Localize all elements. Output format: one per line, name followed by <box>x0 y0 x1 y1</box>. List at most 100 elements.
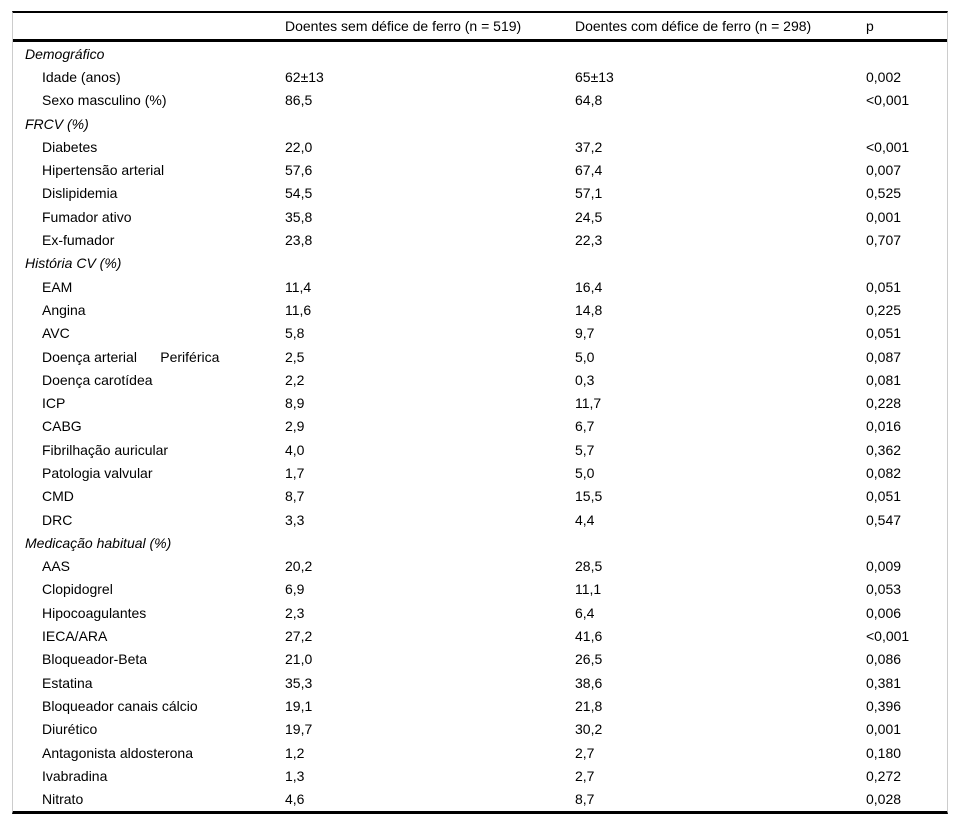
value-with-iron-deficiency: 4,4 <box>575 511 595 528</box>
table-row: Fumador ativo 35,8 24,5 0,001 <box>13 205 947 228</box>
row-label: Diabetes <box>42 138 98 155</box>
value-with-iron-deficiency: 41,6 <box>575 628 603 645</box>
table-row: Hipertensão arterial 57,6 67,4 0,007 <box>13 158 947 181</box>
p-value: 0,707 <box>866 232 902 249</box>
table-row: FRCV (%) <box>13 112 947 135</box>
row-label: AVC <box>42 325 70 342</box>
p-value: 0,051 <box>866 278 902 295</box>
row-label: Demográfico <box>25 45 105 62</box>
p-value: 0,381 <box>866 674 902 691</box>
value-with-iron-deficiency: 11,7 <box>575 395 602 412</box>
value-no-iron-deficiency: 23,8 <box>285 232 313 249</box>
p-value: 0,001 <box>866 208 902 225</box>
table-row: ICP 8,9 11,7 0,228 <box>13 391 947 414</box>
table-row: Ivabradina 1,3 2,7 0,272 <box>13 764 947 787</box>
table-row: EAM 11,4 16,4 0,051 <box>13 275 947 298</box>
row-label: ICP <box>42 395 66 412</box>
p-value: 0,362 <box>866 441 902 458</box>
value-no-iron-deficiency: 86,5 <box>285 92 313 109</box>
table-row: CMD 8,7 15,5 0,051 <box>13 485 947 508</box>
p-value: 0,081 <box>866 371 902 388</box>
row-label: Fibrilhação auricular <box>42 441 169 458</box>
row-label: Diurético <box>42 721 98 738</box>
value-with-iron-deficiency: 21,8 <box>575 697 603 714</box>
p-value: 0,016 <box>866 418 902 435</box>
header-col-p-value: p <box>866 18 874 34</box>
p-value: 0,051 <box>866 325 902 342</box>
p-value: 0,180 <box>866 744 902 761</box>
p-value: 0,087 <box>866 348 902 365</box>
table-row: Sexo masculino (%) 86,5 64,8 <0,001 <box>13 89 947 112</box>
row-label: AAS <box>42 558 71 575</box>
table-row: Diurético 19,7 30,2 0,001 <box>13 718 947 741</box>
value-no-iron-deficiency: 2,3 <box>285 604 305 621</box>
table-row: Fibrilhação auricular 4,0 5,7 0,362 <box>13 438 947 461</box>
value-no-iron-deficiency: 35,3 <box>285 674 313 691</box>
value-with-iron-deficiency: 57,1 <box>575 185 603 202</box>
p-value: 0,002 <box>866 68 902 85</box>
p-value: 0,082 <box>866 464 902 481</box>
p-value: <0,001 <box>866 138 910 155</box>
value-no-iron-deficiency: 27,2 <box>285 628 313 645</box>
row-label: Fumador ativo <box>42 208 132 225</box>
row-label: Medicação habitual (%) <box>25 534 172 551</box>
value-with-iron-deficiency: 5,0 <box>575 464 595 481</box>
row-label: Dislipidemia <box>42 185 118 202</box>
row-label: Hipocoagulantes <box>42 604 147 621</box>
value-no-iron-deficiency: 57,6 <box>285 162 313 179</box>
value-no-iron-deficiency: 1,7 <box>285 464 305 481</box>
value-no-iron-deficiency: 62±13 <box>285 68 324 85</box>
value-no-iron-deficiency: 20,2 <box>285 558 313 575</box>
value-with-iron-deficiency: 14,8 <box>575 301 603 318</box>
value-no-iron-deficiency: 11,6 <box>285 301 312 318</box>
table-row: DRC 3,3 4,4 0,547 <box>13 508 947 531</box>
value-with-iron-deficiency: 2,7 <box>575 767 595 784</box>
value-no-iron-deficiency: 3,3 <box>285 511 305 528</box>
row-label: Ivabradina <box>42 767 108 784</box>
row-label: História CV (%) <box>25 255 122 272</box>
value-with-iron-deficiency: 37,2 <box>575 138 603 155</box>
value-no-iron-deficiency: 1,3 <box>285 767 305 784</box>
value-with-iron-deficiency: 5,0 <box>575 348 595 365</box>
p-value: 0,006 <box>866 604 902 621</box>
value-no-iron-deficiency: 4,0 <box>285 441 305 458</box>
table-row: Patologia valvular 1,7 5,0 0,082 <box>13 461 947 484</box>
value-with-iron-deficiency: 6,7 <box>575 418 595 435</box>
row-label: Ex-fumador <box>42 232 115 249</box>
table-row: Bloqueador canais cálcio 19,1 21,8 0,396 <box>13 694 947 717</box>
value-no-iron-deficiency: 22,0 <box>285 138 313 155</box>
value-with-iron-deficiency: 9,7 <box>575 325 595 342</box>
value-with-iron-deficiency: 16,4 <box>575 278 603 295</box>
p-value: 0,272 <box>866 767 902 784</box>
row-label: FRCV (%) <box>25 115 89 132</box>
value-with-iron-deficiency: 5,7 <box>575 441 595 458</box>
table-row: Medicação habitual (%) <box>13 531 947 554</box>
table-row: Dislipidemia 54,5 57,1 0,525 <box>13 182 947 205</box>
table-row: Clopidogrel 6,9 11,1 0,053 <box>13 578 947 601</box>
value-no-iron-deficiency: 5,8 <box>285 325 305 342</box>
value-no-iron-deficiency: 2,9 <box>285 418 305 435</box>
p-value: 0,525 <box>866 185 902 202</box>
value-with-iron-deficiency: 65±13 <box>575 68 614 85</box>
table-row: História CV (%) <box>13 252 947 275</box>
value-with-iron-deficiency: 15,5 <box>575 488 603 505</box>
header-col-with-iron-deficiency: Doentes com défice de ferro (n = 298) <box>575 18 812 34</box>
value-with-iron-deficiency: 28,5 <box>575 558 603 575</box>
row-label: Angina <box>42 301 86 318</box>
value-no-iron-deficiency: 19,1 <box>285 697 313 714</box>
value-with-iron-deficiency: 30,2 <box>575 721 603 738</box>
p-value: 0,051 <box>866 488 902 505</box>
row-label: Patologia valvular <box>42 464 153 481</box>
value-no-iron-deficiency: 21,0 <box>285 651 313 668</box>
value-with-iron-deficiency: 26,5 <box>575 651 603 668</box>
row-label: EAM <box>42 278 73 295</box>
p-value: 0,396 <box>866 697 902 714</box>
p-value: 0,009 <box>866 558 902 575</box>
table-body: Demográfico Idade (anos) 62±13 65±13 0,0… <box>13 42 947 811</box>
table-row: AAS 20,2 28,5 0,009 <box>13 555 947 578</box>
p-value: <0,001 <box>866 92 910 109</box>
table-row: AVC 5,8 9,7 0,051 <box>13 322 947 345</box>
table-row: Demográfico <box>13 42 947 65</box>
row-label: Bloqueador-Beta <box>42 651 148 668</box>
value-no-iron-deficiency: 54,5 <box>285 185 313 202</box>
